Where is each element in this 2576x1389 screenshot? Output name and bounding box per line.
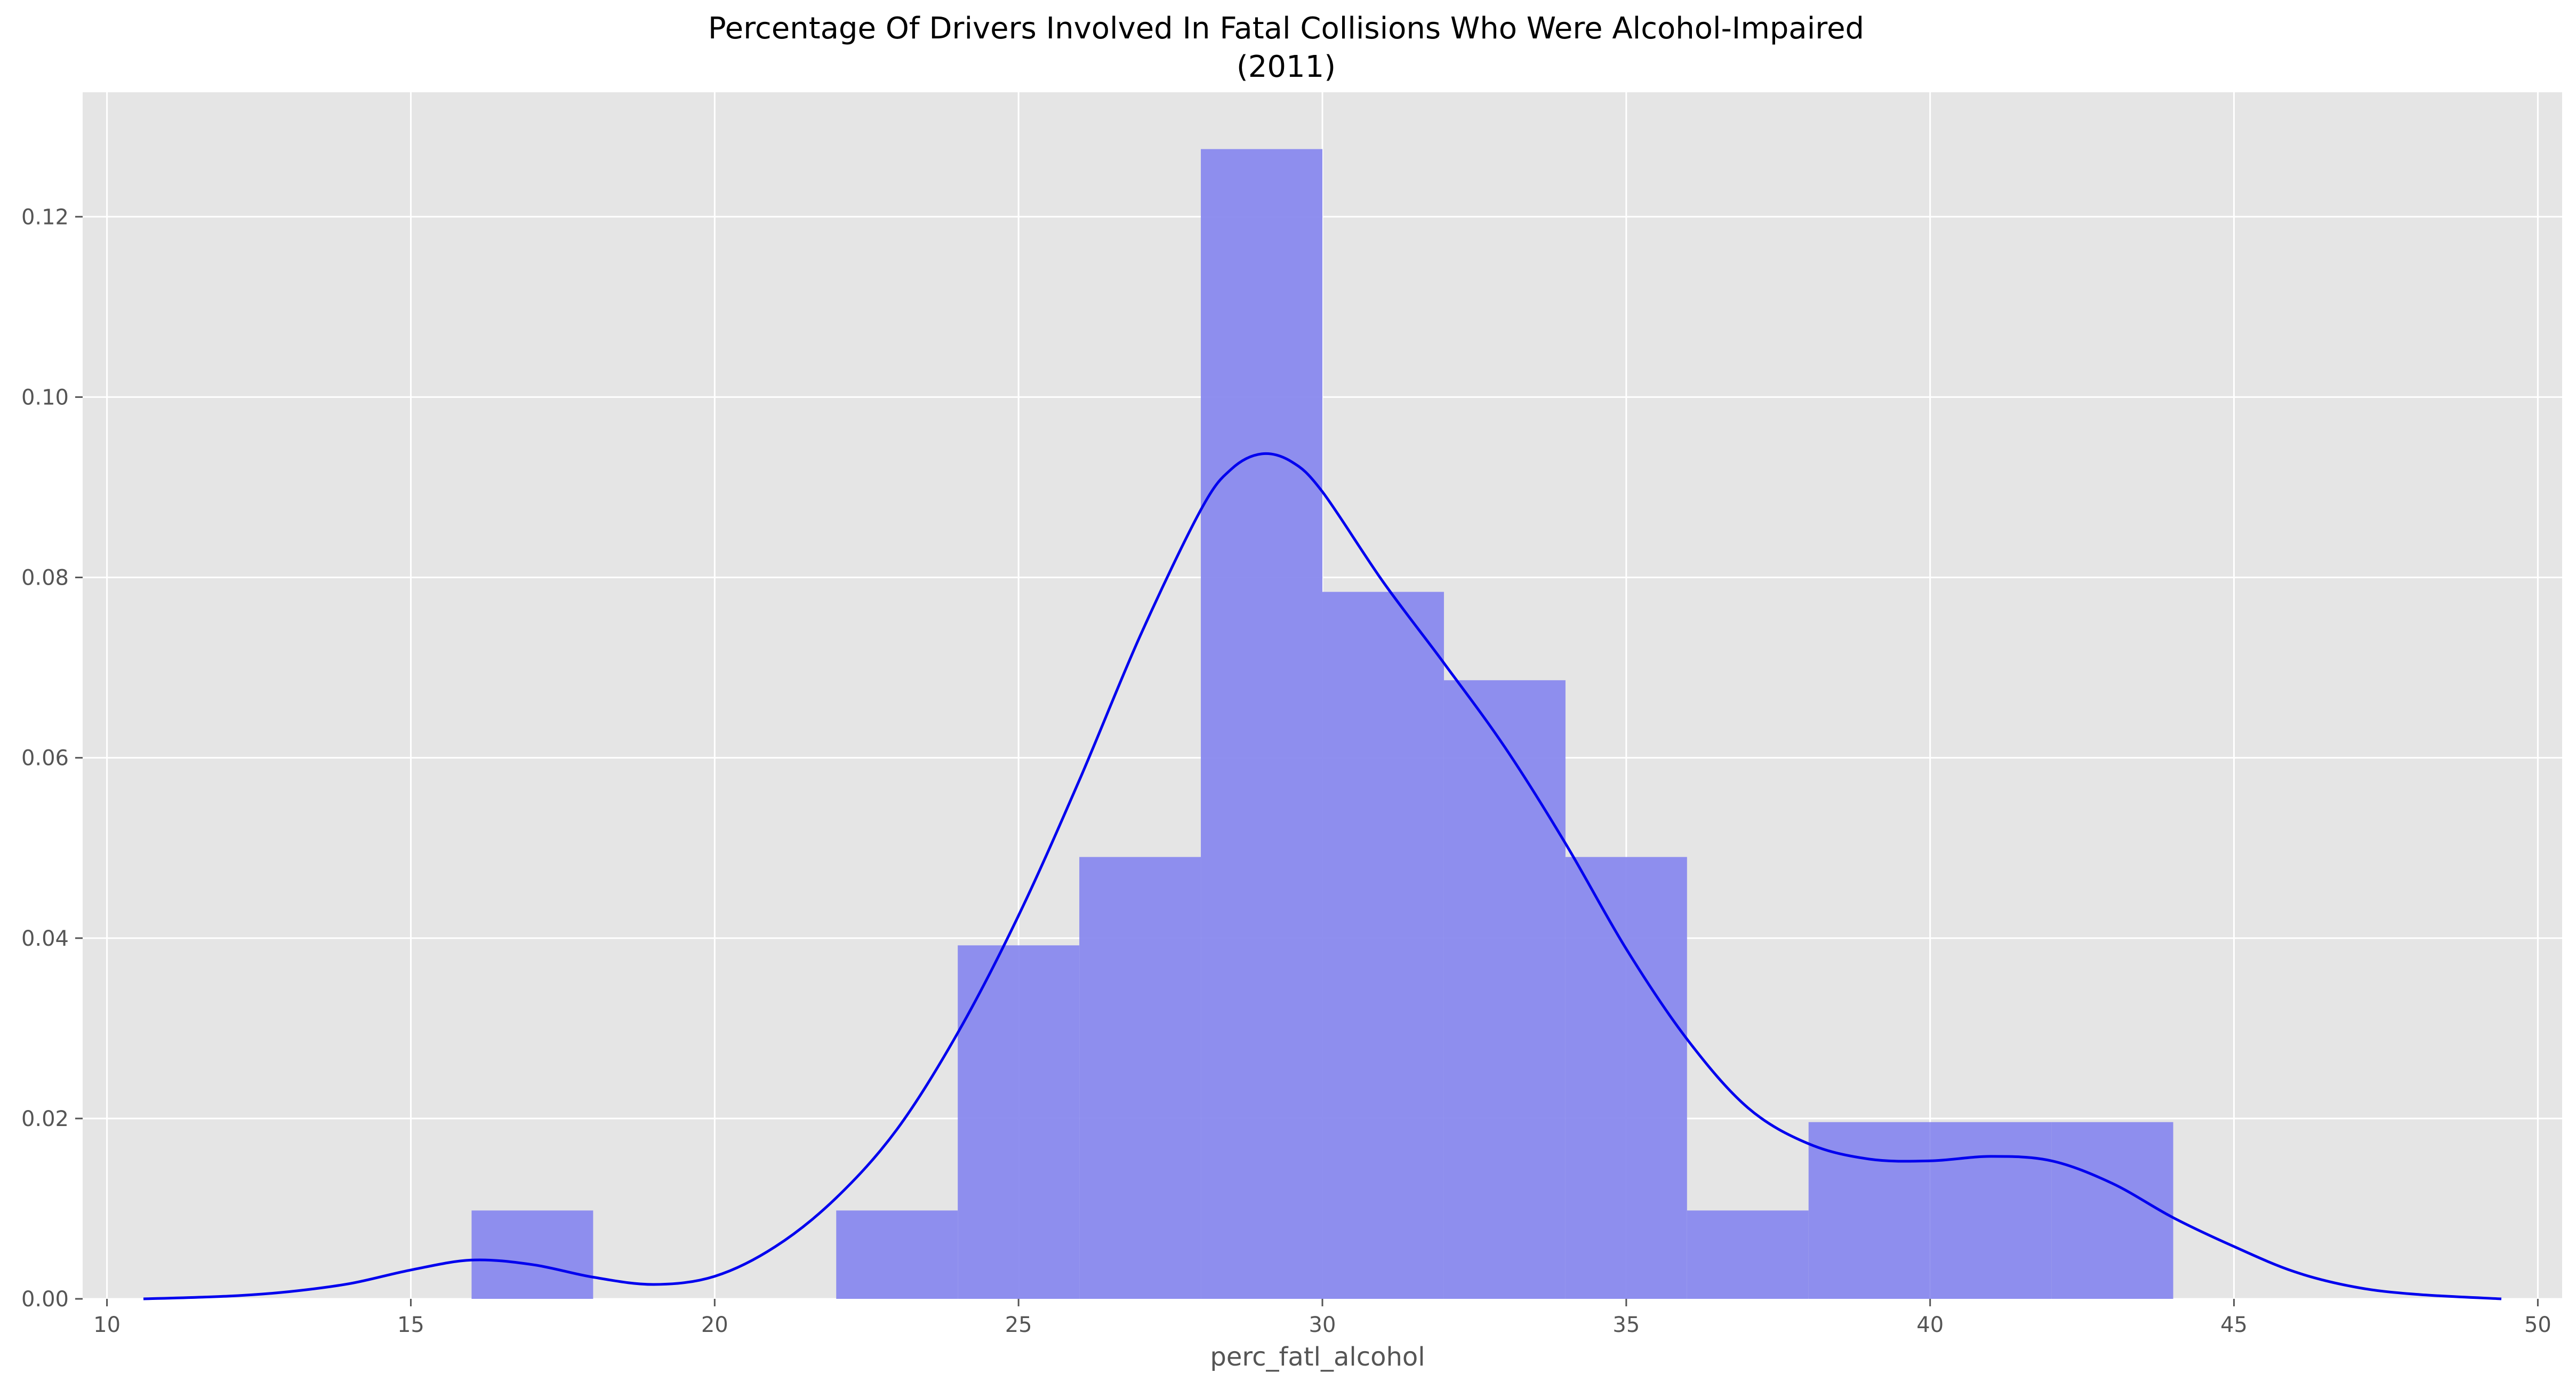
x-tick-label: 50 — [2524, 1313, 2551, 1337]
x-tick-label: 40 — [1916, 1313, 1944, 1337]
x-tick-label: 10 — [93, 1313, 121, 1337]
x-tick-label: 35 — [1612, 1313, 1640, 1337]
x-tick-label: 45 — [2220, 1313, 2248, 1337]
y-tick-label: 0.10 — [21, 385, 69, 410]
x-axis-label: perc_fatl_alcohol — [1210, 1342, 1425, 1372]
y-tick-label: 0.02 — [21, 1107, 69, 1131]
kde-curve-layer — [143, 452, 2502, 1300]
chart-title: Percentage Of Drivers Involved In Fatal … — [708, 11, 1864, 46]
x-tick-label: 20 — [701, 1313, 728, 1337]
histogram-bar — [958, 945, 1080, 1299]
histogram-bar — [2051, 1122, 2173, 1299]
histogram-bars — [471, 149, 2173, 1299]
histogram-bar — [1808, 1122, 1930, 1299]
y-tick-label: 0.06 — [21, 746, 69, 771]
y-tick-label: 0.00 — [21, 1287, 69, 1312]
histogram-bar — [1687, 1210, 1809, 1299]
histogram-bar — [1443, 680, 1566, 1299]
x-tick-label: 30 — [1309, 1313, 1336, 1337]
histogram-bar — [1079, 857, 1201, 1299]
histogram-bar — [1565, 857, 1687, 1299]
x-tick-label: 25 — [1005, 1313, 1032, 1337]
histogram-bar — [836, 1210, 958, 1299]
chart-subtitle: (2011) — [1237, 50, 1336, 84]
histogram-bar — [1201, 149, 1322, 1299]
histogram-bar — [1322, 592, 1444, 1299]
y-tick-label: 0.08 — [21, 566, 69, 590]
y-tick-label: 0.04 — [21, 927, 69, 951]
histogram-bar — [1930, 1122, 2052, 1299]
y-tick-label: 0.12 — [21, 205, 69, 229]
histogram-bar — [471, 1210, 593, 1299]
x-tick-label: 15 — [397, 1313, 424, 1337]
axis-ticks: 10 15 20 25 30 35 40 45 50 0.00 0.02 0.04 0.06 0.08 0.… — [21, 205, 2551, 1337]
kde-curve — [143, 452, 2502, 1300]
